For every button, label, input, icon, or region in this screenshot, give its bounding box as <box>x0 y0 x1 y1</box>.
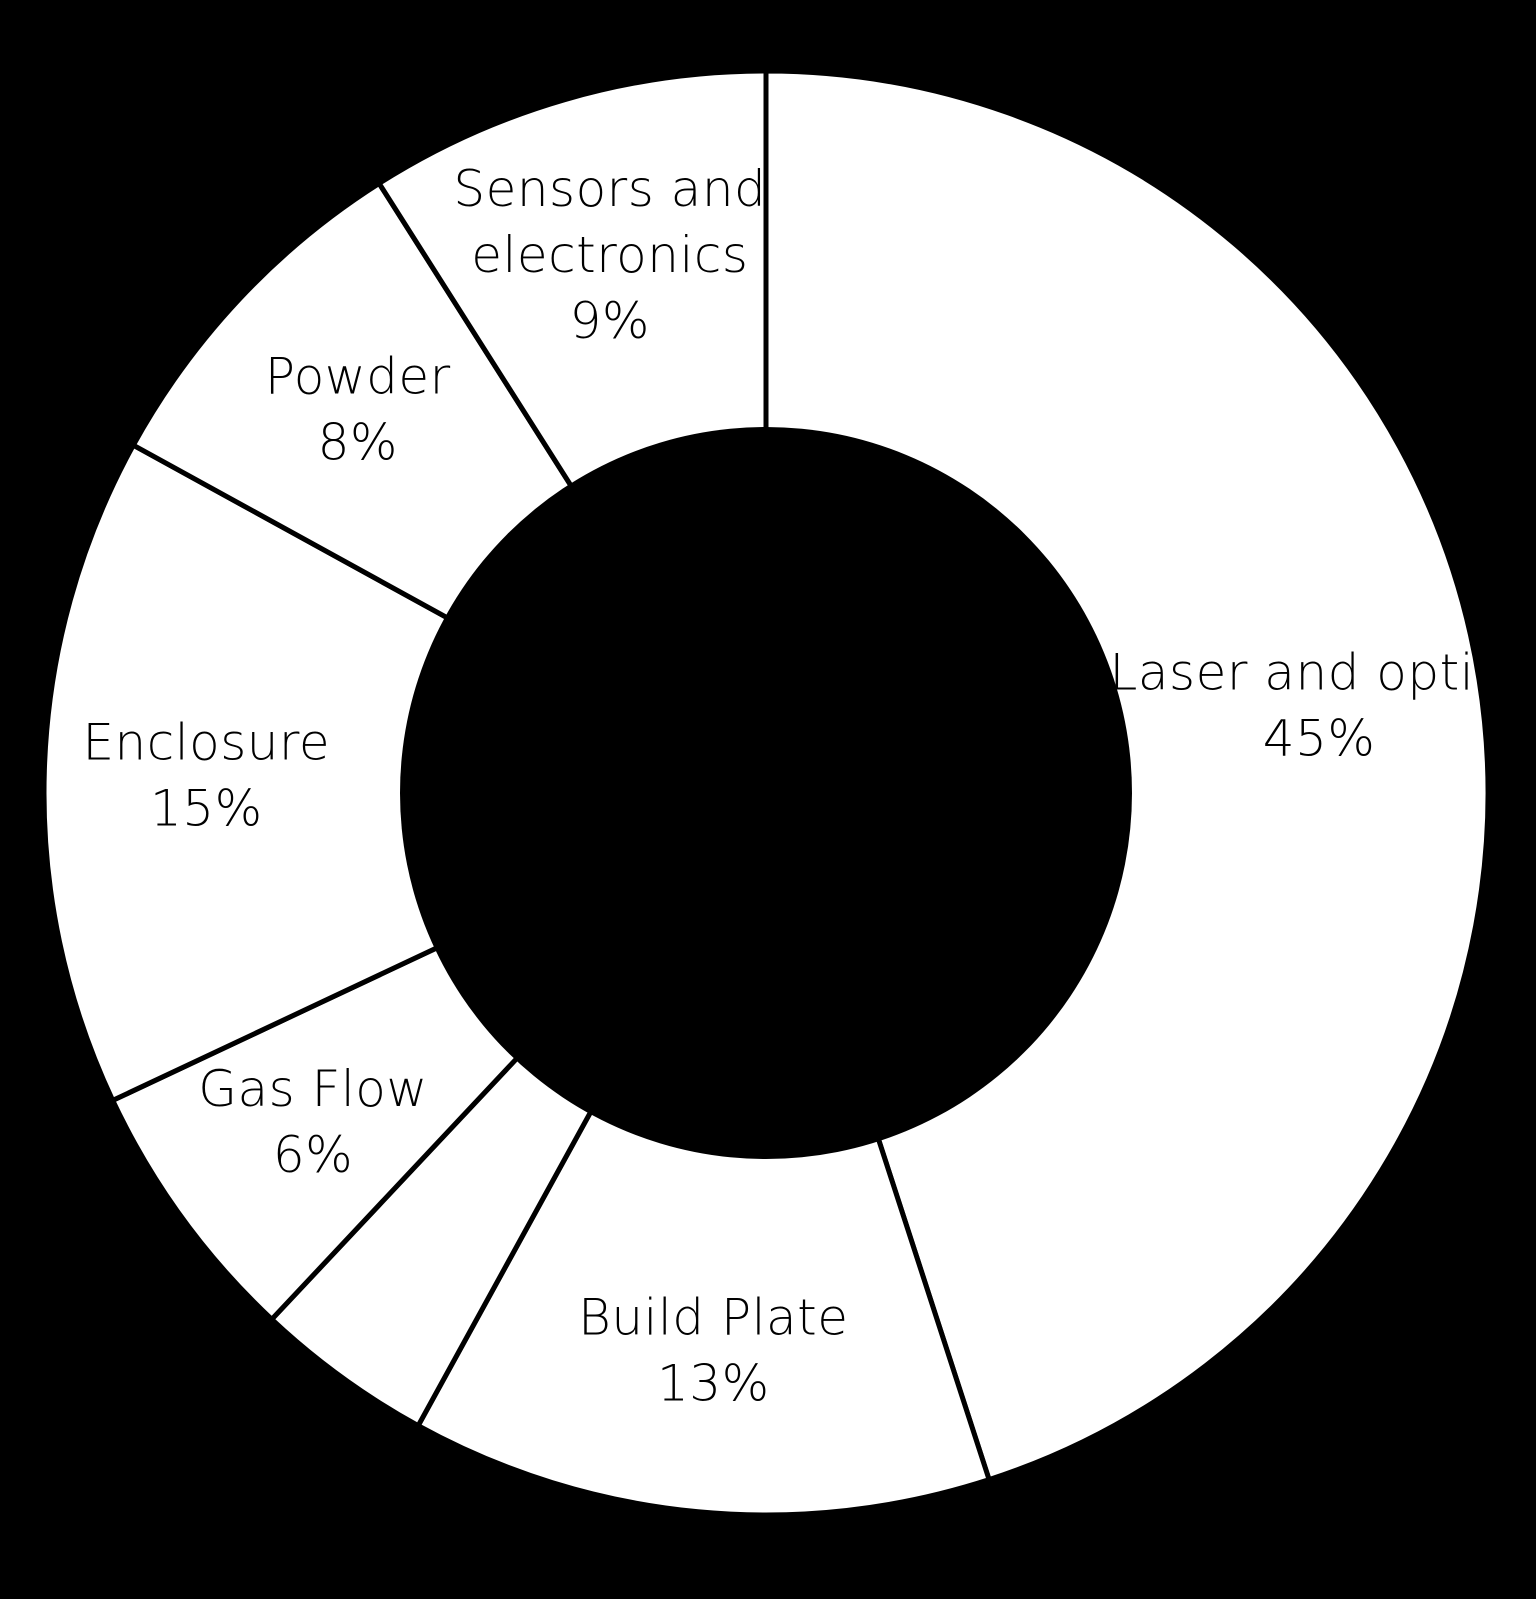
slice-value-label: 45% <box>1263 709 1376 767</box>
slice-name-label: Gas Flow <box>198 1060 427 1118</box>
slice-label: Build Plate 13% <box>578 1289 848 1413</box>
slice-name-label: Laser and optics <box>1110 643 1529 701</box>
slice-labels: Laser and optics 45% Build Plate 13% Gas Flo… <box>82 160 1528 1412</box>
slice-name-label: Build Plate <box>578 1289 848 1347</box>
slice-value-label: 9% <box>570 292 650 350</box>
slice-name-label: Sensors and <box>453 160 766 218</box>
slice-name-label: Powder <box>265 348 451 406</box>
donut-hole <box>400 427 1132 1159</box>
slice-value-label: 6% <box>273 1126 353 1184</box>
slice-name-label: Enclosure <box>82 713 330 771</box>
slice-value-label: 15% <box>150 779 263 837</box>
donut-slice <box>414 786 993 1518</box>
slice-label: Gas Flow 6% <box>198 1060 427 1184</box>
slice-label: Enclosure 15% <box>82 713 330 837</box>
slice-value-label: 8% <box>318 414 398 472</box>
slice-label: Powder 8% <box>265 348 451 472</box>
slice-label: Sensors and electronics 9% <box>453 160 766 350</box>
slice-label: Laser and optics 45% <box>1110 643 1529 767</box>
slice-value-label: 13% <box>657 1355 770 1413</box>
slice-name-label: electronics <box>471 226 748 284</box>
